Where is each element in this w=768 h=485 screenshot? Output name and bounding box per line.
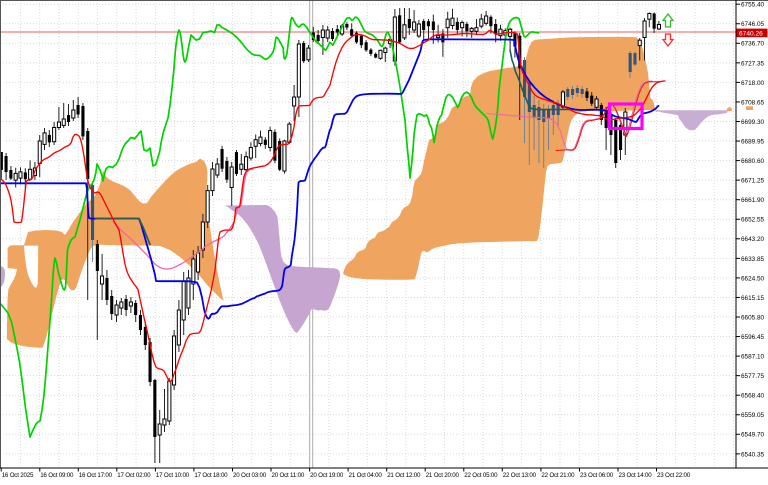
svg-text:6568.40: 6568.40 xyxy=(741,393,765,400)
svg-text:6736.70: 6736.70 xyxy=(741,41,765,48)
svg-text:6615.15: 6615.15 xyxy=(741,295,765,302)
svg-text:6740.26: 6740.26 xyxy=(739,30,763,37)
svg-text:23 Oct 06:00: 23 Oct 06:00 xyxy=(580,472,614,479)
svg-text:6708.65: 6708.65 xyxy=(741,99,765,106)
svg-text:6718.00: 6718.00 xyxy=(741,80,765,87)
svg-text:22 Oct 13:00: 22 Oct 13:00 xyxy=(503,472,537,479)
svg-text:20 Oct 11:00: 20 Oct 11:00 xyxy=(272,472,305,479)
svg-text:17 Oct 02:00: 17 Oct 02:00 xyxy=(117,472,151,479)
svg-text:21 Oct 20:00: 21 Oct 20:00 xyxy=(426,472,460,479)
svg-text:6605.80: 6605.80 xyxy=(741,314,765,321)
svg-text:6549.70: 6549.70 xyxy=(741,432,765,439)
svg-text:6624.50: 6624.50 xyxy=(741,275,765,282)
svg-text:6633.85: 6633.85 xyxy=(741,256,765,263)
svg-text:6661.90: 6661.90 xyxy=(741,197,765,204)
svg-text:6643.20: 6643.20 xyxy=(741,236,765,243)
svg-text:20 Oct 19:00: 20 Oct 19:00 xyxy=(310,472,344,479)
svg-text:6559.05: 6559.05 xyxy=(741,412,765,419)
svg-text:6680.60: 6680.60 xyxy=(741,158,765,165)
svg-text:6699.30: 6699.30 xyxy=(741,119,765,126)
svg-text:6746.05: 6746.05 xyxy=(741,21,765,28)
svg-text:6727.35: 6727.35 xyxy=(741,60,765,67)
svg-text:21 Oct 04:00: 21 Oct 04:00 xyxy=(349,472,383,479)
svg-text:20 Oct 03:00: 20 Oct 03:00 xyxy=(233,472,267,479)
svg-text:6652.55: 6652.55 xyxy=(741,217,765,224)
svg-text:6596.45: 6596.45 xyxy=(741,334,765,341)
svg-text:17 Oct 10:00: 17 Oct 10:00 xyxy=(156,472,190,479)
svg-text:6587.10: 6587.10 xyxy=(741,354,765,361)
svg-text:6540.35: 6540.35 xyxy=(741,451,765,458)
svg-text:22 Oct 05:00: 22 Oct 05:00 xyxy=(464,472,498,479)
svg-text:22 Oct 21:00: 22 Oct 21:00 xyxy=(541,472,575,479)
svg-text:23 Oct 22:00: 23 Oct 22:00 xyxy=(657,472,691,479)
svg-text:16 Oct 17:00: 16 Oct 17:00 xyxy=(79,472,113,479)
svg-text:6755.40: 6755.40 xyxy=(741,2,765,9)
svg-text:16 Oct 2025: 16 Oct 2025 xyxy=(2,472,34,479)
svg-text:17 Oct 18:00: 17 Oct 18:00 xyxy=(194,472,228,479)
svg-text:16 Oct 09:00: 16 Oct 09:00 xyxy=(40,472,74,479)
svg-text:23 Oct 14:00: 23 Oct 14:00 xyxy=(619,472,653,479)
svg-text:6577.75: 6577.75 xyxy=(741,373,765,380)
svg-text:21 Oct 12:00: 21 Oct 12:00 xyxy=(387,472,421,479)
svg-text:6689.95: 6689.95 xyxy=(741,138,765,145)
svg-text:6671.25: 6671.25 xyxy=(741,178,765,185)
